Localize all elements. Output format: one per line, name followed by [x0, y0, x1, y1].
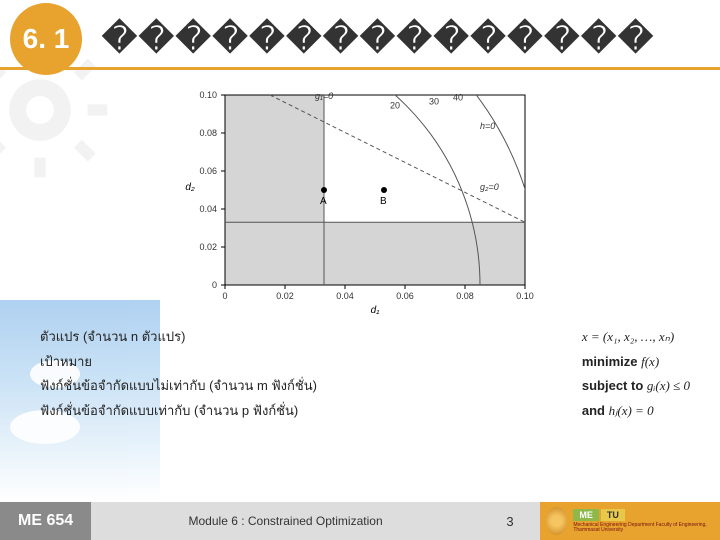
logo-block: ME TU Mechanical Engineering Department …: [540, 502, 720, 540]
svg-text:g₁=0: g₁=0: [315, 91, 333, 101]
svg-text:0.10: 0.10: [516, 291, 534, 301]
svg-text:40: 40: [453, 93, 463, 103]
slide-title: ���������������: [102, 19, 655, 59]
definitions-right: x = (x₁, x₂, …, xₙ)minimize f(x)subject …: [582, 325, 690, 424]
section-badge: 6. 1: [10, 3, 82, 75]
slide-header: 6. 1 ���������������: [0, 0, 720, 70]
svg-text:0: 0: [212, 280, 217, 290]
svg-text:30: 30: [429, 97, 439, 107]
slide-footer: ME 654 Module 6 : Constrained Optimizati…: [0, 502, 720, 540]
svg-text:0.06: 0.06: [396, 291, 414, 301]
tu-tag: TU: [601, 509, 625, 521]
svg-text:0.10: 0.10: [199, 90, 217, 100]
module-title: Module 6 : Constrained Optimization: [91, 502, 480, 540]
svg-text:0.08: 0.08: [199, 128, 217, 138]
svg-text:0.04: 0.04: [336, 291, 354, 301]
dept-subtitle: Mechanical Engineering Department Facult…: [573, 523, 714, 534]
svg-text:A: A: [320, 196, 327, 207]
svg-text:0.02: 0.02: [276, 291, 294, 301]
section-number: 6. 1: [23, 23, 70, 55]
svg-text:0.06: 0.06: [199, 166, 217, 176]
definitions-block: ตัวแปร (จำนวน n ตัวแปร)เป้าหมายฟังก์ชั่น…: [40, 325, 690, 424]
svg-text:g₂=0: g₂=0: [480, 182, 499, 192]
dept-tags: ME TU Mechanical Engineering Department …: [573, 509, 714, 534]
optimization-chart: 0 0.02 0.04 0.06 0.08 0.10 0 0.02 0.04 0.06 0.08 0.…: [170, 85, 550, 315]
me-tag: ME: [573, 509, 599, 521]
svg-text:d₁: d₁: [371, 305, 380, 315]
svg-text:0.04: 0.04: [199, 204, 217, 214]
svg-text:0.02: 0.02: [199, 242, 217, 252]
svg-text:0.08: 0.08: [456, 291, 474, 301]
course-code: ME 654: [0, 502, 91, 540]
page-number: 3: [480, 502, 540, 540]
svg-text:0: 0: [222, 291, 227, 301]
svg-text:B: B: [380, 196, 387, 207]
definitions-left: ตัวแปร (จำนวน n ตัวแปร)เป้าหมายฟังก์ชั่น…: [40, 325, 317, 424]
university-seal-icon: [546, 507, 567, 535]
svg-text:d₂: d₂: [185, 182, 195, 193]
svg-text:h=0: h=0: [480, 121, 495, 131]
svg-text:20: 20: [390, 100, 400, 110]
